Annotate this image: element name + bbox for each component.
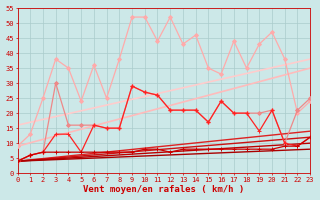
X-axis label: Vent moyen/en rafales ( km/h ): Vent moyen/en rafales ( km/h ) — [83, 185, 244, 194]
